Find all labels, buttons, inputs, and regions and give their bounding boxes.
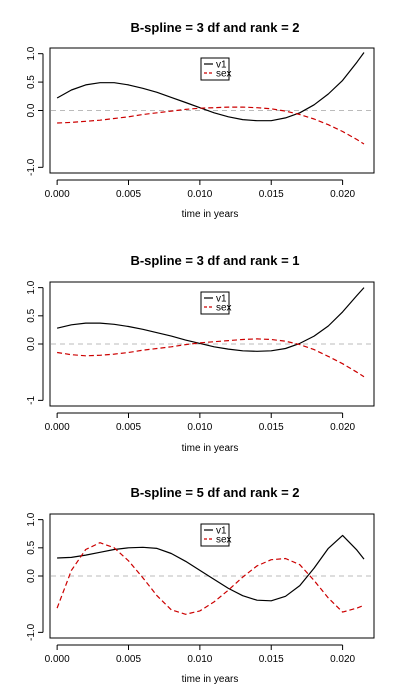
series-line-sex xyxy=(57,338,365,378)
chart-panel-1: B-spline = 3 df and rank = 2 0.000 0.005 0.… xyxy=(26,20,375,220)
x-tick-label: 0.000 xyxy=(45,654,70,665)
legend-label-sex: sex xyxy=(216,535,232,546)
x-tick-label: 0.020 xyxy=(330,654,355,665)
series-line-v1 xyxy=(56,52,365,122)
x-tick-label: 0.015 xyxy=(259,189,284,200)
x-tick-label: 0.015 xyxy=(259,422,284,433)
y-tick-label: -1.0 xyxy=(26,158,37,176)
x-tick-label: 0.010 xyxy=(187,654,212,665)
legend-label-v1: v1 xyxy=(216,526,227,537)
x-axis-label: time in years xyxy=(182,209,239,220)
y-tick-label: 0.5 xyxy=(26,540,37,554)
plot-area-frame xyxy=(49,513,375,639)
x-tick-label: 0.010 xyxy=(187,189,212,200)
y-tick-label: 0.5 xyxy=(26,308,37,322)
chart-panel-2: B-spline = 3 df and rank = 1 0.000 0.005 0.… xyxy=(26,253,375,454)
y-tick-label: -1 xyxy=(26,395,37,404)
chart-panel-3: B-spline = 5 df and rank = 2 0.000 0.005 0.… xyxy=(26,485,375,685)
x-tick-label: 0.005 xyxy=(116,654,141,665)
legend-label-v1: v1 xyxy=(216,294,227,305)
legend-label-sex: sex xyxy=(216,303,232,314)
x-tick-label: 0.005 xyxy=(116,422,141,433)
x-axis-label: time in years xyxy=(182,674,239,685)
x-tick-label: 0.020 xyxy=(330,189,355,200)
chart-title: B-spline = 5 df and rank = 2 xyxy=(130,485,299,500)
y-tick-label: 1.0 xyxy=(26,46,37,60)
chart-title: B-spline = 3 df and rank = 2 xyxy=(130,20,299,35)
y-tick-label: 0.0 xyxy=(26,337,37,351)
plot-area-frame xyxy=(49,47,375,174)
chart-title: B-spline = 3 df and rank = 1 xyxy=(130,253,299,268)
y-tick-label: 0.5 xyxy=(26,75,37,89)
x-tick-label: 0.015 xyxy=(259,654,284,665)
y-tick-label: 0.0 xyxy=(26,569,37,583)
y-tick-label: 1.0 xyxy=(26,512,37,526)
y-tick-label: 1.0 xyxy=(26,280,37,294)
legend-label-v1: v1 xyxy=(216,60,227,71)
x-tick-label: 0.000 xyxy=(45,422,70,433)
y-tick-label: 0.0 xyxy=(26,103,37,117)
x-tick-label: 0.000 xyxy=(45,189,70,200)
series-line-v1 xyxy=(56,287,365,352)
x-tick-label: 0.010 xyxy=(187,422,212,433)
series-line-v1 xyxy=(57,534,365,602)
series-line-sex xyxy=(57,106,365,145)
x-axis-label: time in years xyxy=(182,443,239,454)
plot-area-frame xyxy=(49,281,375,407)
x-tick-label: 0.020 xyxy=(330,422,355,433)
legend-label-sex: sex xyxy=(216,69,232,80)
series-line-sex xyxy=(56,542,365,615)
x-tick-label: 0.005 xyxy=(116,189,141,200)
y-tick-label: -1.0 xyxy=(26,623,37,641)
